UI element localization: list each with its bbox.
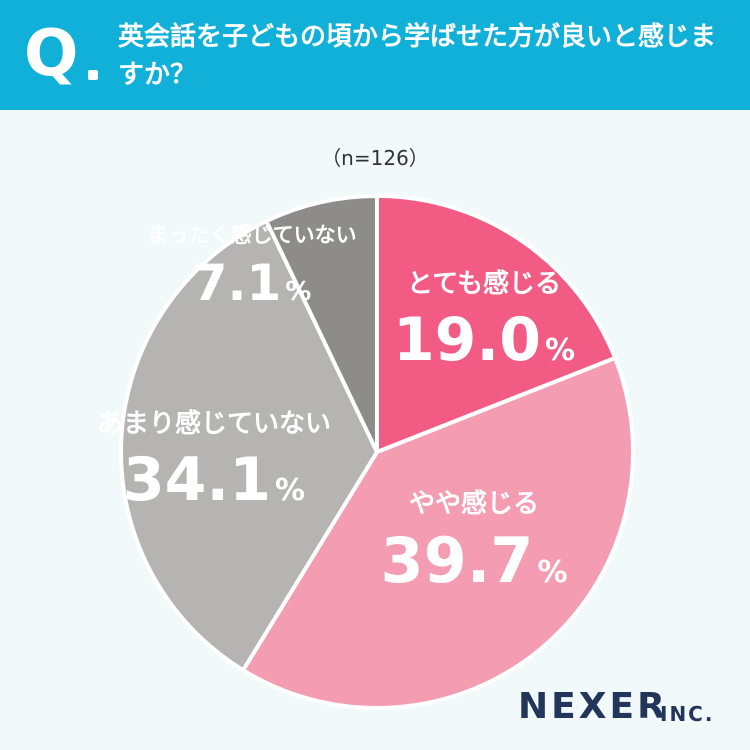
- pie-slice-4: [264, 194, 379, 454]
- slice-value-4: 7.1%: [193, 254, 312, 312]
- slice-label-2: やや感じる: [409, 489, 539, 519]
- question-text: 英会話を子どもの頃から学ばせた方が良いと感じますか？: [118, 22, 717, 90]
- pie-slice-2: [241, 356, 635, 710]
- question-header: Q 英会話を子どもの頃から学ばせた方が良いと感じますか？: [0, 0, 750, 110]
- slice-value-3: 34.1%: [123, 445, 305, 515]
- slice-label-4: まったく感じていない: [147, 223, 356, 247]
- slice-label-3: あまり感じていない: [97, 409, 331, 439]
- q-mark: Q: [24, 17, 79, 91]
- pie-slice-1: [375, 194, 618, 454]
- pie-slice-3: [119, 219, 379, 673]
- slice-value-2: 39.7%: [380, 524, 567, 597]
- slice-value-1: 19.0%: [393, 305, 575, 375]
- sample-size: （n=126）: [321, 146, 429, 170]
- q-dot: [88, 70, 98, 80]
- brand-suffix: INC.: [660, 702, 715, 726]
- brand-logo: NEXER: [518, 686, 668, 727]
- slice-label-1: とても感じる: [407, 269, 561, 299]
